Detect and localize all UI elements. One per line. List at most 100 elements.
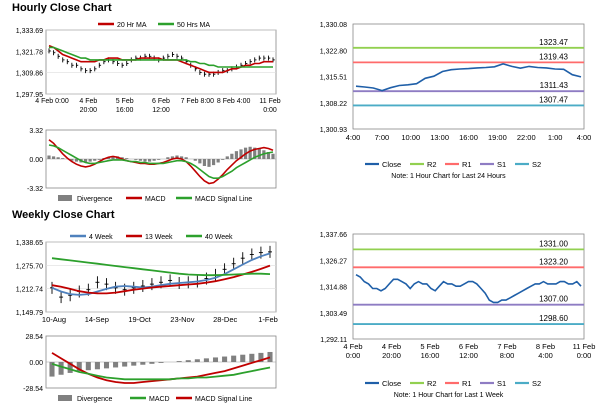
divergence-bar <box>216 159 220 163</box>
y-tick-label: 1,321.78 <box>16 49 43 56</box>
divergence-bar <box>230 153 234 159</box>
x-tick-label: 7 Feb <box>497 342 516 351</box>
divergence-bar <box>70 159 74 161</box>
y-tick-label: 0.00 <box>29 157 43 164</box>
divergence-bar <box>184 157 188 159</box>
legend-50hrs-ma-label: 50 Hrs MA <box>177 22 210 29</box>
divergence-bar <box>125 158 129 159</box>
x-tick-label-line2: 20:00 <box>80 107 98 114</box>
divergence-bar <box>248 146 252 159</box>
divergence-bar <box>83 159 88 163</box>
chart-note: Note: 1 Hour Chart for Last 24 Hours <box>391 173 506 180</box>
x-tick-label: 11 Feb <box>573 342 596 351</box>
x-tick-label-line2: 16:00 <box>421 351 440 360</box>
y-tick-label: 1,297.95 <box>16 92 43 99</box>
y-tick-label: 1,338.65 <box>16 240 43 247</box>
x-tick-label-line2: 0:00 <box>577 351 592 360</box>
legend-divergence-swatch <box>58 395 72 401</box>
x-tick-label: 22:00 <box>517 133 536 142</box>
x-tick-label-line2: 12:00 <box>152 107 170 114</box>
divergence-bar <box>47 155 51 159</box>
divergence-bar <box>85 362 91 371</box>
divergence-bar <box>239 149 243 159</box>
x-tick-label: 4 Feb <box>79 98 97 105</box>
legend-13-week-label: 13 Week <box>145 234 173 241</box>
signal-line <box>48 144 274 180</box>
plot-frame <box>352 23 585 130</box>
y-tick-label: 1,212.74 <box>16 287 43 294</box>
x-tick-label-line2: 12:00 <box>459 351 478 360</box>
x-tick-label: 5 Feb <box>420 342 439 351</box>
close-line <box>355 63 582 92</box>
divergence-bar <box>157 159 161 160</box>
y-tick-label: 0.00 <box>29 360 43 367</box>
x-tick-label-line2: 8:00 <box>500 351 515 360</box>
y-tick-label: 1,309.86 <box>16 71 43 78</box>
x-tick-label: 11 Feb <box>259 98 280 105</box>
x-tick-label: 4:00 <box>577 133 592 142</box>
chart-note: Note: 1 Hour Chart for Last 1 Week <box>394 392 504 399</box>
legend-macd-signal-line-label: MACD Signal Line <box>195 196 252 203</box>
divergence-bar <box>170 156 175 159</box>
divergence-bar <box>253 147 257 159</box>
pivot-label-r2: 1331.00 <box>539 239 568 248</box>
pivot-label-s1: 1307.00 <box>539 295 568 304</box>
legend-s2-label: S2 <box>532 160 541 169</box>
divergence-bar <box>166 157 170 159</box>
divergence-bar <box>120 157 124 159</box>
divergence-bar <box>207 159 211 167</box>
divergence-bar <box>134 159 138 160</box>
divergence-bar <box>231 355 237 362</box>
divergence-bar <box>61 158 65 159</box>
divergence-bar <box>74 159 79 162</box>
x-tick-label: 1:00 <box>548 133 563 142</box>
x-tick-label: 7 Feb 8:00 <box>181 98 215 105</box>
divergence-bar <box>140 362 146 365</box>
pivot-label-s1: 1311.43 <box>540 81 569 90</box>
close-line <box>355 273 582 304</box>
divergence-bar <box>176 361 182 362</box>
divergence-bar <box>175 155 179 159</box>
y-tick-label: 1,303.49 <box>320 311 347 318</box>
weekly-pivot-chart: 1,337.66 1,326.27 1,314.88 1,303.49 1,292.11… <box>320 232 596 399</box>
ma13-line <box>51 264 271 295</box>
divergence-bar <box>194 359 200 362</box>
divergence-bar <box>111 156 115 159</box>
divergence-bar <box>179 156 184 159</box>
legend-40-week-label: 40 Week <box>205 234 233 241</box>
x-tick-label: 6 Feb <box>152 98 170 105</box>
pivot-label-r1: 1319.43 <box>539 52 568 61</box>
legend-divergence-swatch <box>58 195 72 201</box>
x-tick-label: 10:00 <box>401 133 420 142</box>
pivot-label-r1: 1323.20 <box>539 257 568 266</box>
weekly-macd-chart: 28.54 0.00 -28.54 Divergence MACD MACD Signal… <box>23 334 277 403</box>
y-tick-label: 1,300.93 <box>320 127 347 134</box>
divergence-bar <box>103 362 110 369</box>
divergence-bar <box>203 358 209 362</box>
weekly-price-chart: 1,338.65 1,275.70 1,212.74 1,149.79 4 Week 13… <box>16 234 278 324</box>
divergence-bar <box>158 362 164 363</box>
divergence-bar <box>212 357 219 362</box>
x-tick-label: 1-Feb <box>258 315 278 324</box>
legend-r1-label: R1 <box>462 160 472 169</box>
divergence-bar <box>185 360 191 362</box>
divergence-bar <box>97 159 101 160</box>
pivot-label-r2: 1323.47 <box>539 38 568 47</box>
divergence-bar <box>240 354 246 362</box>
hourly-price-chart: 1,333.69 1,321.78 1,309.86 1,297.95 20 Hr MA… <box>16 22 281 114</box>
divergence-bar <box>49 362 55 377</box>
divergence-bar <box>76 362 82 372</box>
y-tick-label: -28.54 <box>23 386 43 393</box>
x-tick-label-line2: 16:00 <box>116 107 134 114</box>
divergence-bar <box>56 157 60 159</box>
x-tick-label-line2: 20:00 <box>382 351 401 360</box>
plot-frame <box>352 233 585 340</box>
y-tick-label: 1,322.80 <box>320 48 347 55</box>
y-tick-label: 1,330.08 <box>320 22 347 29</box>
legend-divergence-label: Divergence <box>77 396 113 403</box>
x-tick-label: 13:00 <box>430 133 449 142</box>
divergence-bar <box>67 362 73 373</box>
x-tick-label: 5 Feb <box>116 98 134 105</box>
divergence-bar <box>257 148 261 159</box>
x-tick-label: 4 Feb <box>382 342 401 351</box>
